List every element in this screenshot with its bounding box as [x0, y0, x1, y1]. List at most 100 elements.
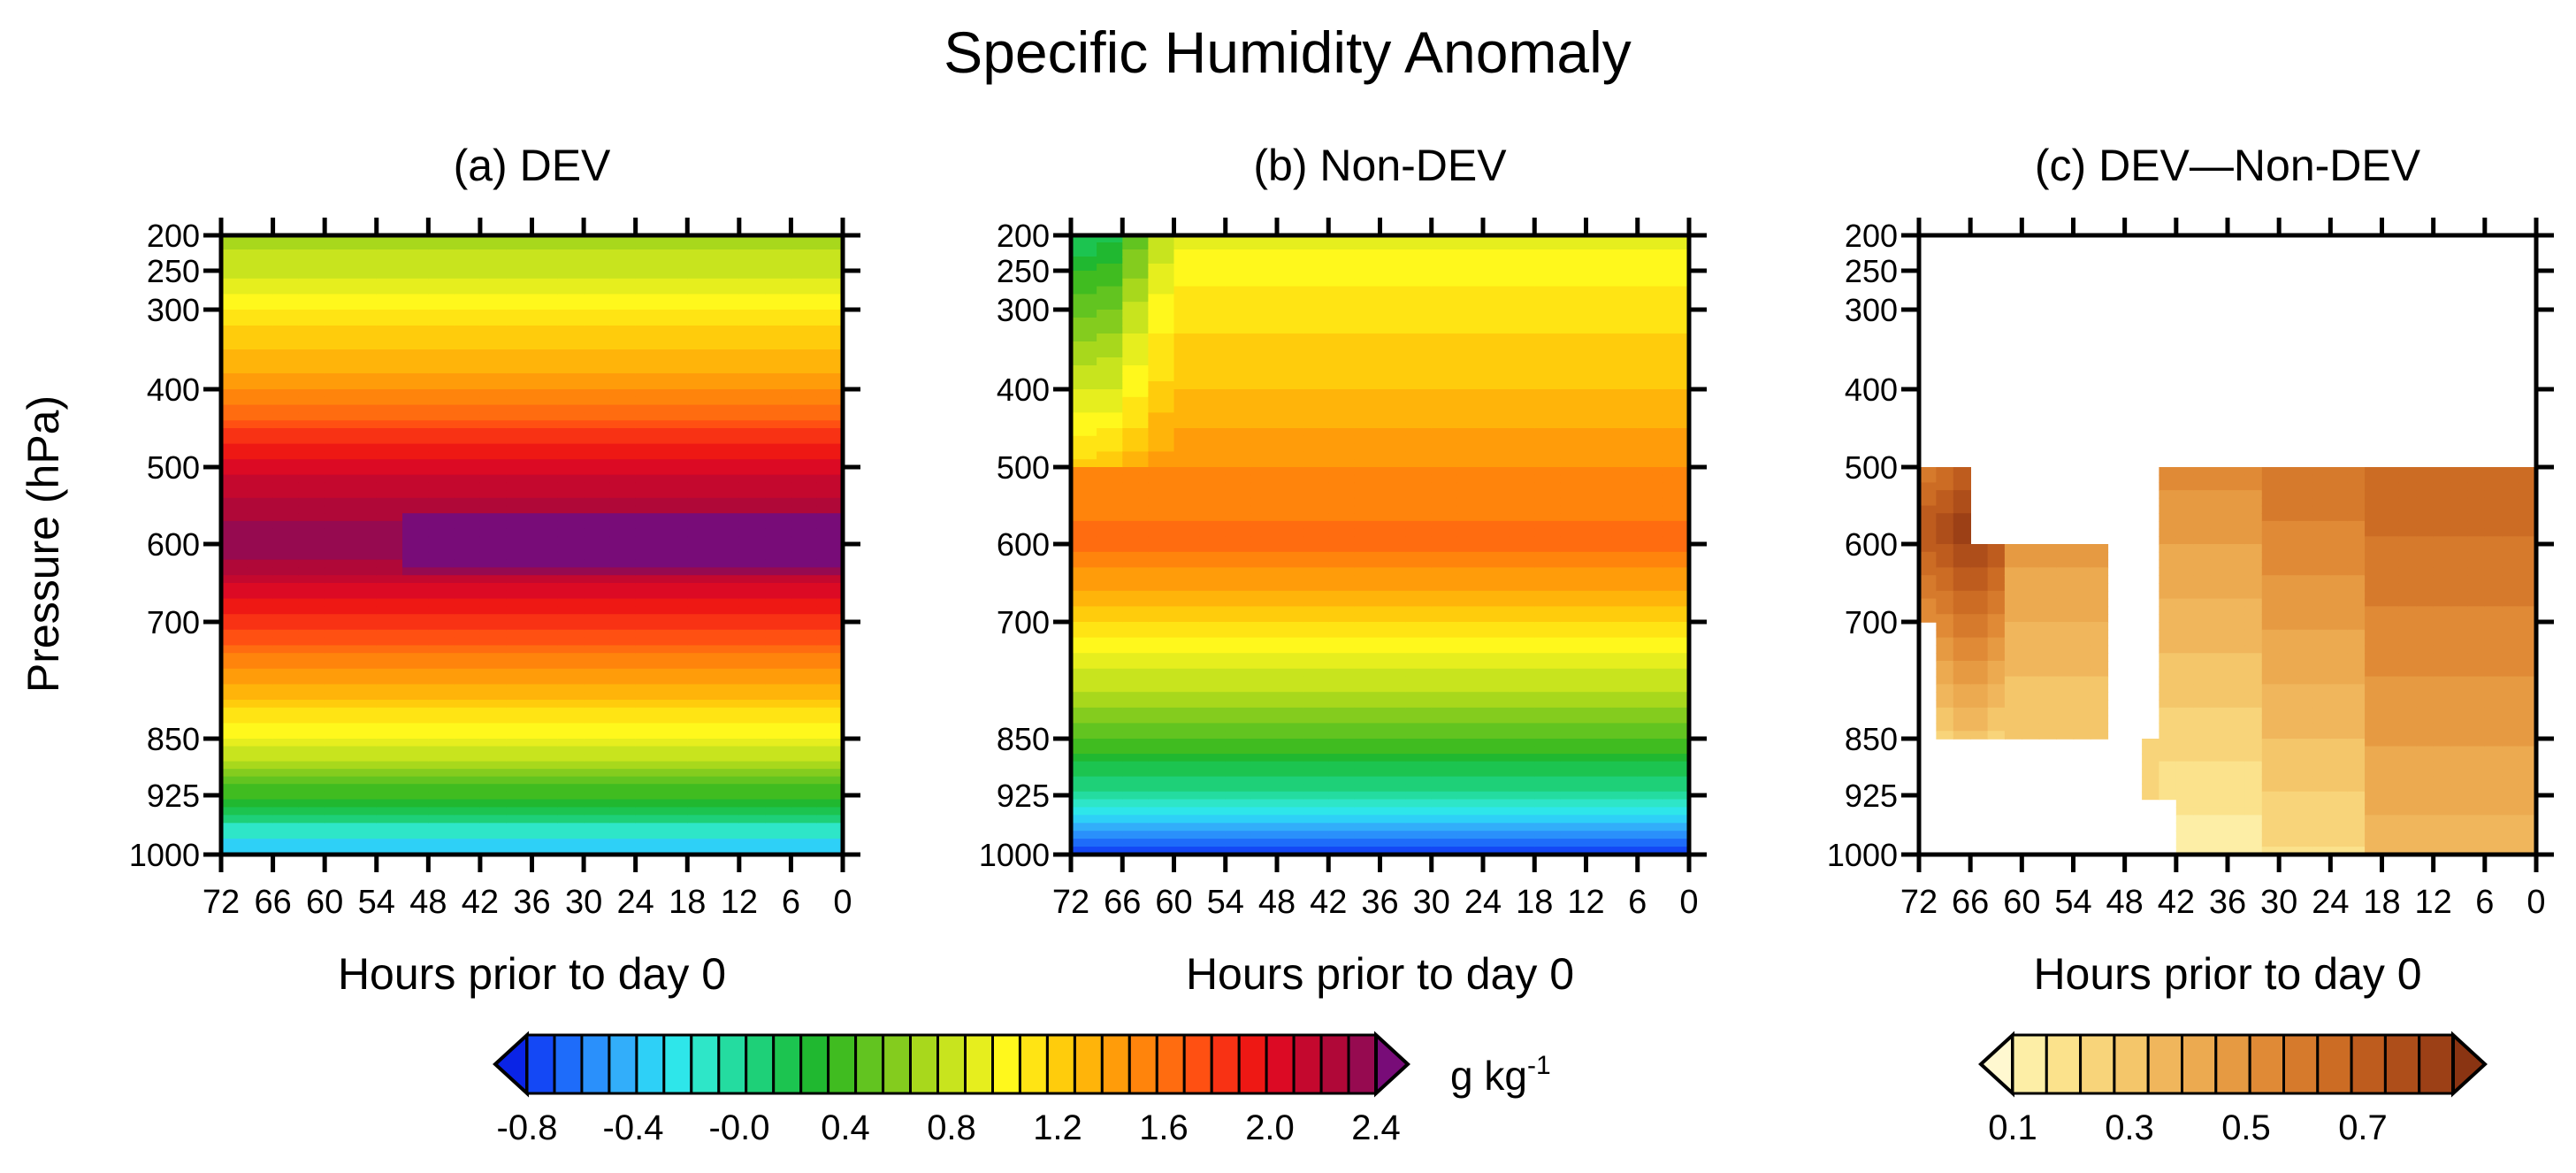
field-cell	[2159, 784, 2177, 793]
field-cell	[2347, 692, 2366, 701]
field-cell	[2175, 536, 2194, 545]
field-cell	[2279, 739, 2297, 748]
field-cell	[557, 614, 585, 623]
field-cell	[1225, 257, 1252, 264]
field-cell	[2312, 505, 2332, 514]
field-cell	[2296, 536, 2314, 545]
field-cell	[2210, 707, 2228, 717]
field-cell	[402, 264, 430, 272]
field-cell	[713, 490, 740, 499]
field-cell	[2261, 769, 2280, 778]
field-cell	[1071, 349, 1097, 358]
field-cell	[1456, 606, 1484, 615]
field-cell	[1122, 559, 1150, 569]
field-cell	[765, 551, 792, 561]
field-cell	[454, 412, 481, 421]
field-cell	[2330, 536, 2349, 545]
field-cell	[221, 707, 248, 717]
field-cell	[2296, 668, 2314, 678]
field-cell	[2330, 583, 2349, 592]
field-cell	[1431, 731, 1458, 740]
field-cell	[1431, 242, 1458, 250]
field-cell	[2159, 700, 2177, 709]
field-cell	[1611, 271, 1639, 280]
field-cell	[609, 235, 637, 243]
field-cell	[687, 567, 715, 576]
field-cell	[1663, 622, 1689, 631]
figure-title: Specific Humidity Anomaly	[944, 19, 1632, 85]
field-cell	[1380, 520, 1407, 530]
field-cell	[2381, 823, 2400, 832]
field-cell	[687, 286, 715, 295]
field-cell	[402, 443, 430, 453]
field-cell	[1637, 746, 1664, 755]
field-cell	[325, 257, 352, 264]
field-cell	[1431, 831, 1458, 840]
field-cell	[816, 815, 843, 824]
field-cell	[1071, 637, 1097, 647]
field-cell	[1456, 668, 1484, 678]
field-cell	[1354, 326, 1381, 334]
field-cell	[1405, 700, 1433, 709]
field-cell	[765, 334, 792, 342]
field-cell	[1328, 412, 1356, 421]
field-cell	[325, 598, 352, 608]
field-cell	[2159, 637, 2177, 647]
field-cell	[609, 567, 637, 576]
field-cell	[454, 459, 481, 468]
field-cell	[1328, 396, 1356, 406]
field-cell	[738, 723, 766, 732]
field-cell	[1586, 497, 1613, 507]
field-cell	[2159, 583, 2177, 592]
field-cell	[2175, 723, 2194, 732]
field-cell	[1456, 536, 1484, 545]
field-cell	[1250, 559, 1278, 569]
field-cell	[506, 567, 533, 576]
field-cell	[1431, 528, 1458, 538]
field-cell	[738, 799, 766, 809]
field-cell	[2022, 590, 2040, 600]
field-cell	[584, 776, 611, 785]
field-cell	[454, 396, 481, 406]
field-cell	[1611, 799, 1639, 809]
field-cell	[1586, 746, 1613, 755]
field-cell	[325, 668, 352, 678]
field-cell	[1611, 784, 1639, 793]
field-cell	[1483, 389, 1510, 398]
field-cell	[2022, 637, 2040, 647]
field-cell	[1173, 451, 1201, 460]
field-cell	[402, 278, 430, 288]
field-cell	[402, 590, 430, 600]
field-cell	[1277, 294, 1303, 303]
field-cell	[1199, 235, 1227, 243]
field-cell	[1277, 831, 1303, 840]
field-cell	[2244, 583, 2263, 592]
field-cell	[1173, 482, 1201, 491]
field-cell	[816, 420, 843, 429]
field-cell	[1380, 559, 1407, 569]
field-cell	[713, 242, 740, 250]
field-cell	[298, 622, 325, 631]
field-cell	[738, 769, 766, 778]
field-cell	[2193, 831, 2212, 840]
field-cell	[1071, 278, 1097, 288]
field-cell	[738, 575, 766, 584]
field-cell	[687, 451, 715, 460]
field-cell	[557, 622, 585, 631]
field-cell	[1405, 381, 1433, 390]
field-cell	[479, 622, 507, 631]
field-cell	[506, 551, 533, 561]
field-cell	[713, 357, 740, 366]
field-cell	[2261, 629, 2280, 639]
field-cell	[816, 567, 843, 576]
field-cell	[1148, 784, 1175, 793]
field-cell	[1303, 645, 1329, 654]
field-cell	[713, 513, 740, 522]
field-cell	[2056, 723, 2075, 732]
field-cell	[350, 302, 378, 310]
field-cell	[2159, 575, 2177, 584]
field-cell	[1509, 513, 1535, 522]
field-cell	[2347, 544, 2366, 553]
field-cell	[2312, 590, 2332, 600]
field-cell	[1560, 831, 1587, 840]
